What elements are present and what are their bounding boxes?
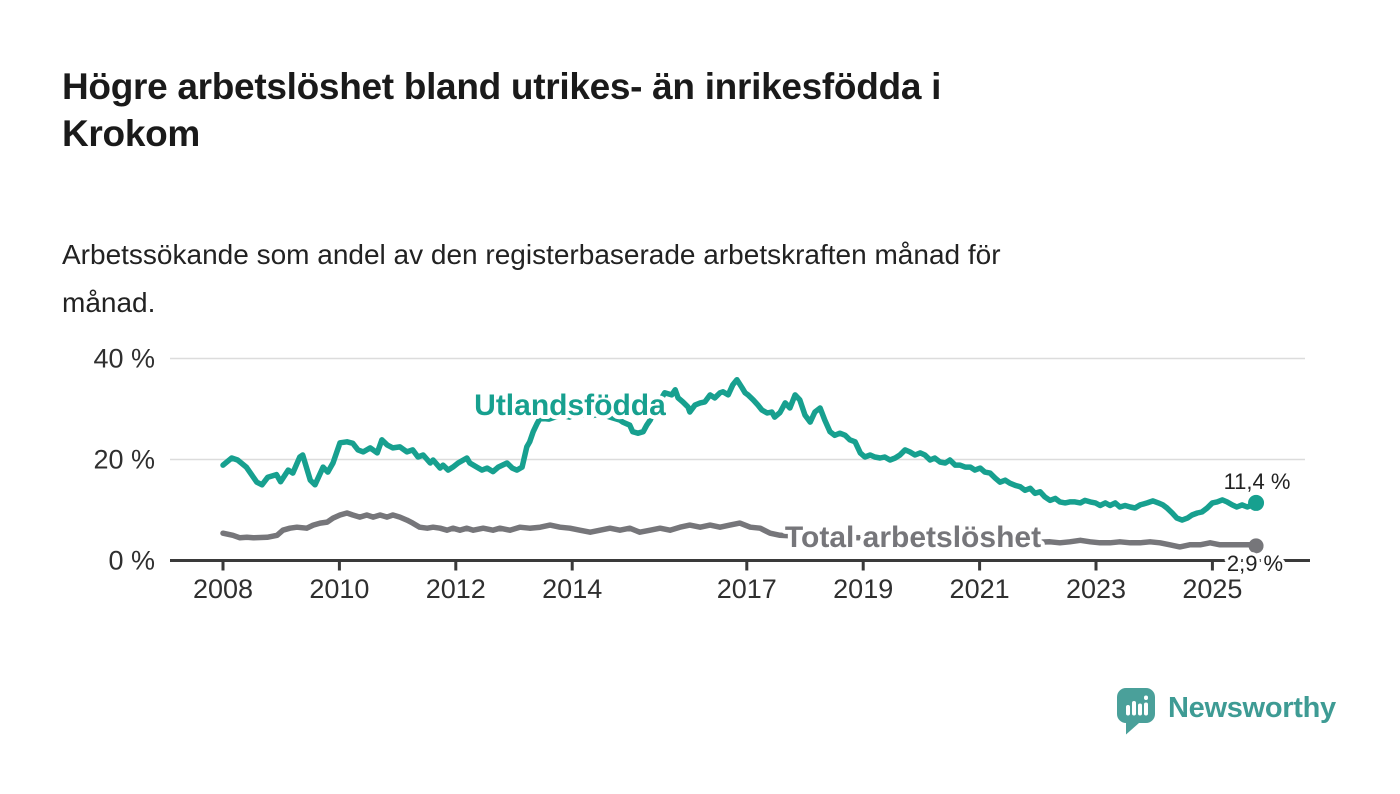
logo-exclamation-dot xyxy=(1144,695,1148,700)
end-value-label-utlandsfodda: 11,4 % xyxy=(1224,469,1291,494)
newsworthy-wordmark: Newsworthy xyxy=(1168,692,1336,724)
x-axis-label-2017: 2017 xyxy=(717,574,777,604)
end-point-total xyxy=(1248,538,1264,554)
series-label-total: Total arbetslöshet xyxy=(785,521,1041,554)
logo-bar-1 xyxy=(1126,705,1130,716)
logo-bar-2 xyxy=(1132,701,1136,716)
logo-bar-3 xyxy=(1138,703,1142,716)
page-title-line-1: Högre arbetslöshet bland utrikes- än inr… xyxy=(62,66,942,107)
logo-exclamation-bar xyxy=(1144,702,1148,716)
end-point-utlandsfodda xyxy=(1248,494,1265,511)
y-axis-label-40: 40 % xyxy=(93,344,155,374)
chart-subtitle-line-1: Arbetssökande som andel av den registerb… xyxy=(62,239,1001,270)
newsworthy-branding: Newsworthy xyxy=(1117,688,1336,736)
end-value-label-total: 2,9 % xyxy=(1227,551,1283,576)
chart-subtitle-line-2: månad. xyxy=(62,287,156,318)
newsworthy-logo-icon xyxy=(1117,688,1155,735)
x-axis-label-2010: 2010 xyxy=(309,574,369,604)
x-axis-label-2021: 2021 xyxy=(950,574,1010,604)
series-label-utlandsfodda: Utlandsfödda xyxy=(474,389,666,422)
chart-line-total xyxy=(220,510,1259,550)
x-axis-label-2008: 2008 xyxy=(193,574,253,604)
page-title-line-2: Krokom xyxy=(62,113,200,154)
x-axis-label-2023: 2023 xyxy=(1066,574,1126,604)
x-axis-label-2019: 2019 xyxy=(833,574,893,604)
x-axis-label-2014: 2014 xyxy=(542,574,602,604)
x-axis-label-2025: 2025 xyxy=(1182,574,1242,604)
chart-subtitle: Arbetssökande som andel av den registerb… xyxy=(62,231,1252,327)
page-title: Högre arbetslöshet bland utrikes- än inr… xyxy=(62,63,1252,157)
chart-line-utlandsfodda xyxy=(220,376,1259,523)
y-axis-label-0: 0 % xyxy=(108,546,155,576)
y-axis-label-20: 20 % xyxy=(93,445,155,475)
x-axis-label-2012: 2012 xyxy=(426,574,486,604)
